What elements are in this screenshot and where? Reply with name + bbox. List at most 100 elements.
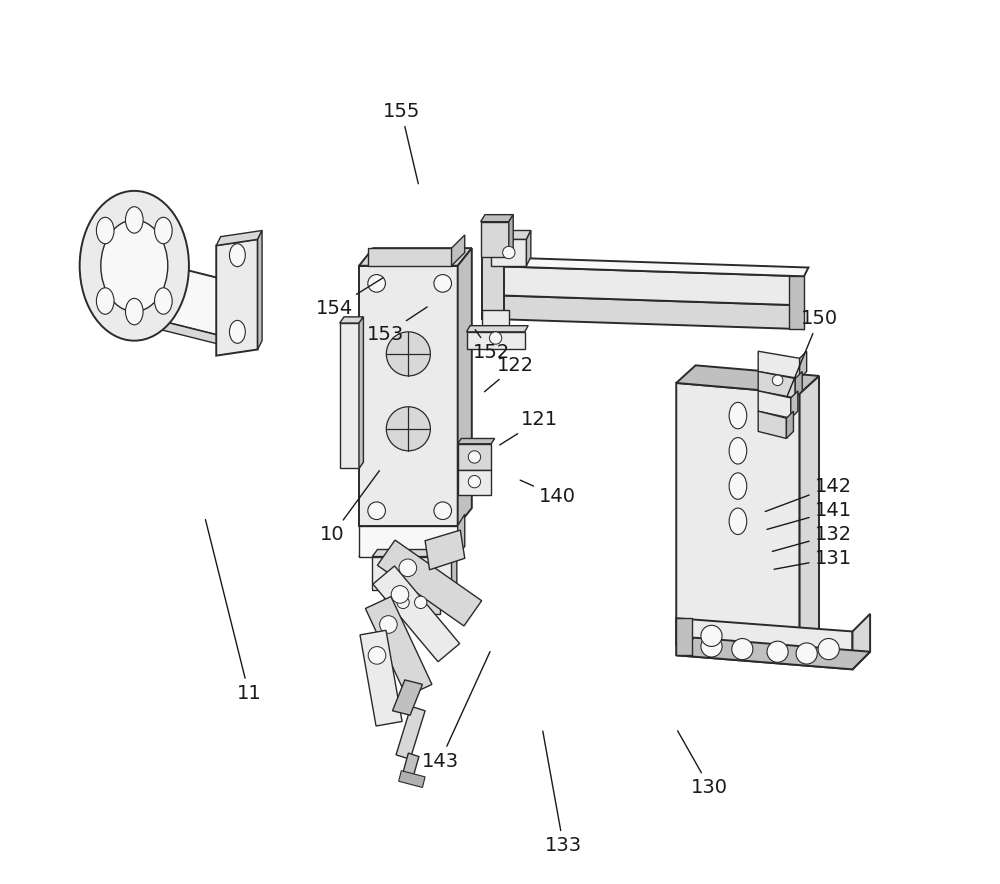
Ellipse shape	[468, 451, 481, 463]
Polygon shape	[401, 753, 419, 781]
Ellipse shape	[434, 275, 452, 293]
Polygon shape	[481, 222, 509, 257]
Polygon shape	[482, 266, 804, 305]
Ellipse shape	[155, 288, 172, 314]
Ellipse shape	[368, 502, 385, 520]
Text: 133: 133	[543, 731, 582, 855]
Polygon shape	[340, 323, 359, 469]
Text: 150: 150	[787, 309, 838, 395]
Text: 141: 141	[767, 501, 852, 530]
Text: 153: 153	[367, 307, 427, 344]
Ellipse shape	[503, 247, 515, 259]
Text: 121: 121	[500, 410, 558, 445]
Polygon shape	[359, 248, 472, 266]
Polygon shape	[216, 240, 258, 355]
Ellipse shape	[155, 217, 172, 244]
Polygon shape	[458, 444, 491, 470]
Text: 11: 11	[205, 520, 261, 703]
Ellipse shape	[368, 275, 385, 293]
Polygon shape	[392, 680, 422, 715]
Polygon shape	[359, 546, 465, 557]
Polygon shape	[360, 630, 402, 726]
Polygon shape	[758, 351, 800, 378]
Polygon shape	[509, 215, 513, 257]
Polygon shape	[458, 514, 465, 557]
Ellipse shape	[701, 636, 722, 657]
Polygon shape	[396, 706, 425, 759]
Polygon shape	[789, 277, 804, 329]
Ellipse shape	[818, 638, 839, 659]
Ellipse shape	[729, 438, 747, 464]
Ellipse shape	[772, 375, 783, 385]
Text: 143: 143	[422, 652, 490, 771]
Ellipse shape	[229, 320, 245, 343]
Polygon shape	[359, 316, 363, 469]
Polygon shape	[758, 371, 795, 398]
Polygon shape	[795, 371, 802, 398]
Polygon shape	[800, 351, 807, 378]
Polygon shape	[676, 383, 800, 655]
Text: 155: 155	[383, 102, 420, 184]
Text: 154: 154	[316, 278, 383, 317]
Ellipse shape	[386, 407, 430, 451]
Ellipse shape	[415, 596, 427, 608]
Polygon shape	[452, 550, 457, 590]
Polygon shape	[491, 231, 531, 240]
Ellipse shape	[767, 641, 788, 662]
Ellipse shape	[732, 638, 753, 659]
Polygon shape	[368, 248, 452, 266]
Polygon shape	[482, 257, 808, 277]
Polygon shape	[134, 314, 222, 345]
Polygon shape	[467, 332, 525, 349]
Polygon shape	[852, 613, 870, 669]
Polygon shape	[384, 584, 444, 590]
Polygon shape	[676, 365, 819, 393]
Polygon shape	[458, 470, 491, 495]
Polygon shape	[791, 391, 798, 418]
Text: 131: 131	[774, 549, 852, 569]
Text: 142: 142	[765, 476, 852, 512]
Polygon shape	[482, 257, 504, 318]
Polygon shape	[800, 376, 819, 655]
Ellipse shape	[380, 615, 397, 633]
Polygon shape	[758, 411, 786, 438]
Polygon shape	[373, 566, 460, 662]
Ellipse shape	[96, 288, 114, 314]
Polygon shape	[467, 325, 528, 332]
Polygon shape	[458, 248, 472, 526]
Ellipse shape	[729, 473, 747, 499]
Text: 130: 130	[678, 731, 728, 797]
Polygon shape	[359, 266, 458, 526]
Text: 140: 140	[520, 480, 576, 507]
Ellipse shape	[796, 643, 817, 664]
Ellipse shape	[468, 476, 481, 488]
Polygon shape	[758, 391, 791, 418]
Ellipse shape	[701, 625, 722, 646]
Polygon shape	[399, 771, 425, 788]
Ellipse shape	[489, 332, 502, 344]
Ellipse shape	[391, 585, 409, 603]
Polygon shape	[786, 411, 793, 438]
Ellipse shape	[729, 508, 747, 535]
Polygon shape	[258, 231, 262, 349]
Polygon shape	[676, 637, 870, 669]
Text: 152: 152	[473, 330, 510, 362]
Ellipse shape	[386, 332, 430, 376]
Ellipse shape	[434, 502, 452, 520]
Polygon shape	[340, 316, 363, 323]
Polygon shape	[676, 618, 852, 669]
Polygon shape	[482, 295, 804, 329]
Polygon shape	[365, 597, 432, 697]
Text: 122: 122	[484, 356, 534, 392]
Polygon shape	[359, 526, 458, 557]
Polygon shape	[425, 530, 465, 570]
Text: 10: 10	[320, 470, 379, 544]
Ellipse shape	[96, 217, 114, 244]
Polygon shape	[372, 557, 452, 590]
Polygon shape	[491, 240, 526, 266]
Ellipse shape	[101, 220, 168, 311]
Ellipse shape	[125, 207, 143, 233]
Polygon shape	[452, 235, 465, 266]
Ellipse shape	[397, 596, 409, 608]
Text: 132: 132	[772, 525, 852, 552]
